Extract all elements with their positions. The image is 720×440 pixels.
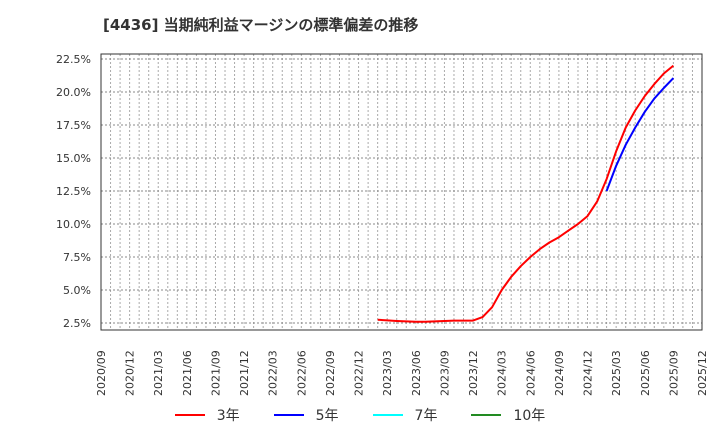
legend-label: 7年 (414, 408, 438, 424)
y-tick-label: 22.5% (56, 53, 91, 66)
y-tick-label: 10.0% (56, 218, 91, 231)
data-series (377, 64, 675, 323)
x-tick-label: 2022/06 (295, 350, 308, 396)
series-line-5年 (605, 77, 675, 192)
x-tick-label: 2025/06 (639, 350, 652, 396)
series-line-3年 (377, 64, 675, 323)
x-tick-label: 2024/09 (553, 350, 566, 396)
x-tick-label: 2021/03 (152, 350, 165, 396)
x-tick-label: 2020/12 (124, 350, 137, 396)
grid-lines (101, 54, 702, 330)
legend-item: 5年 (273, 405, 339, 425)
x-tick-label: 2022/09 (324, 350, 337, 396)
x-tick-label: 2022/03 (267, 350, 280, 396)
legend-item: 3年 (174, 405, 240, 425)
y-axis-ticks: 2.5% 5.0% 7.5% 10.0% 12.5% 15.0% 17.5% 20.0% 22.… (56, 53, 91, 330)
x-tick-label: 2023/12 (467, 350, 480, 396)
x-tick-label: 2023/09 (438, 350, 451, 396)
y-tick-label: 15.0% (56, 152, 91, 165)
x-tick-label: 2024/12 (582, 350, 595, 396)
x-tick-label: 2021/09 (209, 350, 222, 396)
y-tick-label: 7.5% (63, 251, 91, 264)
x-axis-ticks: 2020/09 2020/12 2021/03 2021/06 2021/09 2021/… (95, 350, 709, 396)
plot-area-border (100, 53, 703, 331)
x-tick-label: 2022/12 (353, 350, 366, 396)
y-tick-label: 2.5% (63, 317, 91, 330)
legend-item: 10年 (471, 405, 545, 425)
x-tick-label: 2023/06 (410, 350, 423, 396)
legend-label: 3年 (216, 408, 240, 424)
legend-swatch-icon (471, 414, 502, 416)
x-tick-label: 2025/03 (610, 350, 623, 396)
legend-item: 7年 (372, 405, 438, 425)
chart-title: [4436] 当期純利益マージンの標準偏差の推移 (103, 16, 419, 34)
legend-swatch-icon (174, 414, 205, 416)
legend-swatch-icon (273, 414, 304, 416)
x-tick-label: 2023/03 (381, 350, 394, 396)
x-tick-label: 2020/09 (95, 350, 108, 396)
x-tick-label: 2021/06 (181, 350, 194, 396)
x-tick-label: 2021/12 (238, 350, 251, 396)
legend: 3年 5年 7年 10年 (0, 405, 720, 425)
x-tick-label: 2024/06 (524, 350, 537, 396)
legend-label: 10年 (513, 408, 546, 424)
y-tick-label: 17.5% (56, 119, 91, 132)
y-tick-label: 5.0% (63, 284, 91, 297)
y-tick-label: 12.5% (56, 185, 91, 198)
legend-label: 5年 (315, 408, 339, 424)
x-tick-label: 2025/12 (696, 350, 709, 396)
y-tick-label: 20.0% (56, 86, 91, 99)
x-tick-label: 2024/03 (496, 350, 509, 396)
x-tick-label: 2025/09 (667, 350, 680, 396)
legend-swatch-icon (372, 414, 403, 416)
